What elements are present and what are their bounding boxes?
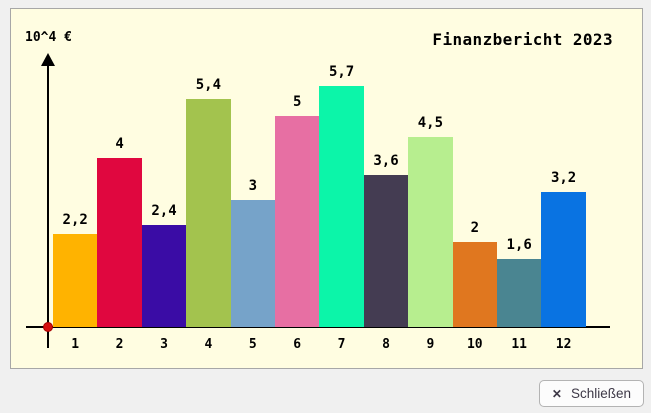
x-tick-label: 9 [426, 337, 435, 352]
bar-value-label: 1,6 [506, 237, 532, 254]
x-tick-label: 3 [160, 337, 168, 352]
bar-value-label: 2,2 [62, 211, 88, 228]
bar-value-label: 3,2 [550, 169, 577, 186]
bar-value-label: 3,6 [373, 152, 399, 169]
bar-value-label: 2 [470, 220, 479, 237]
bar-value-label: 4 [115, 135, 124, 152]
bar-value-label: 2,4 [151, 203, 177, 220]
bar-month-8 [363, 174, 409, 327]
x-tick-label: 4 [204, 337, 213, 352]
x-tick-label: 5 [248, 337, 257, 352]
bar-month-7 [319, 85, 364, 327]
bar-month-12 [541, 191, 586, 327]
origin-marker [43, 322, 53, 332]
x-tick-label: 2 [115, 337, 124, 352]
bar-value-label: 5,4 [195, 76, 222, 93]
close-button-label: Schließen [570, 386, 631, 401]
x-tick-label: 6 [293, 337, 302, 352]
x-tick-label: 1 [71, 337, 80, 352]
bar-month-11 [497, 259, 542, 327]
bar-month-2 [97, 157, 142, 327]
x-tick-label: 7 [337, 337, 346, 352]
bar-month-3 [141, 225, 187, 327]
close-button[interactable]: ✕ Schließen [538, 380, 644, 407]
bar-month-10 [452, 242, 497, 327]
chart-title: Finanzbericht 2023 [432, 30, 613, 49]
x-tick-label: 12 [555, 337, 572, 352]
bar-value-label: 3 [248, 178, 257, 195]
bar-month-9 [408, 136, 453, 327]
bar-value-label: 4,5 [417, 114, 444, 131]
bar-month-5 [230, 200, 275, 327]
chart-panel: 10^4 € Finanzbericht 2023 2,2 1 4 2 2,4 3 5,4 4… [10, 8, 643, 369]
close-icon: ✕ [551, 386, 562, 401]
x-tick-label: 10 [466, 337, 483, 352]
y-axis [47, 64, 49, 348]
bar-value-label: 5 [292, 93, 302, 110]
bar-value-label: 5,7 [328, 63, 355, 80]
x-axis [26, 326, 610, 328]
y-axis-unit-label: 10^4 € [25, 30, 72, 45]
bar-month-6 [275, 115, 320, 327]
x-tick-label: 8 [382, 337, 390, 352]
bar-month-4 [186, 98, 231, 327]
x-tick-label: 11 [511, 337, 528, 352]
bar-month-1 [53, 233, 98, 327]
y-axis-arrow-icon [41, 53, 55, 66]
